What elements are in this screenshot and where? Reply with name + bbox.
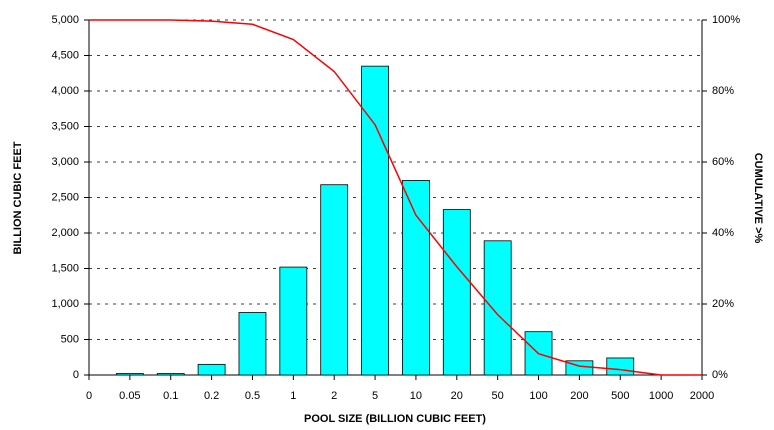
- y-tick-label: 1,000: [51, 298, 79, 310]
- y-tick-label: 2,500: [51, 191, 79, 203]
- bar: [115, 373, 144, 376]
- bar: [197, 363, 226, 376]
- x-tick-label: 2000: [690, 390, 714, 402]
- x-tick-label: 200: [570, 390, 588, 402]
- y2-tick-label: 40%: [712, 227, 734, 239]
- x-tick-label: 10: [410, 390, 422, 402]
- x-tick-label: 100: [529, 390, 547, 402]
- bar: [483, 240, 512, 376]
- bar: [238, 312, 267, 376]
- x-tick-label: 0.2: [204, 390, 219, 402]
- y-tick-label: 2,000: [51, 227, 79, 239]
- y-axis-title: BILLION CUBIC FEET: [12, 141, 24, 254]
- y2-tick-label: 20%: [712, 298, 734, 310]
- y2-tick-label: 80%: [712, 85, 734, 97]
- bar: [320, 184, 349, 376]
- y-tick-label: 0: [73, 369, 79, 381]
- bar: [442, 209, 471, 376]
- y-tick-label: 500: [61, 333, 79, 345]
- x-tick-label: 0.5: [245, 390, 260, 402]
- y-tick-label: 3,500: [51, 120, 79, 132]
- y2-tick-label: 100%: [712, 14, 740, 26]
- y2-tick-label: 0%: [712, 369, 728, 381]
- y-tick-label: 1,500: [51, 262, 79, 274]
- y-tick-label: 3,000: [51, 156, 79, 168]
- x-tick-label: 500: [611, 390, 629, 402]
- bar: [156, 373, 185, 376]
- y2-axis-title: CUMULATIVE >%: [752, 153, 764, 244]
- y-tick-label: 5,000: [51, 14, 79, 26]
- y-tick-label: 4,000: [51, 85, 79, 97]
- x-tick-label: 5: [372, 390, 378, 402]
- x-tick-label: 0.05: [119, 390, 140, 402]
- x-tick-label: 0: [86, 390, 92, 402]
- x-tick-label: 20: [451, 390, 463, 402]
- y-tick-label: 4,500: [51, 49, 79, 61]
- bar: [279, 266, 308, 376]
- y2-tick-label: 60%: [712, 156, 734, 168]
- bar: [402, 180, 430, 376]
- cumulative-line: [89, 19, 702, 376]
- x-tick-label: 2: [331, 390, 337, 402]
- x-tick-label: 1: [290, 390, 296, 402]
- x-tick-label: 1000: [649, 390, 673, 402]
- x-tick-label: 0.1: [163, 390, 178, 402]
- x-axis-title: POOL SIZE (BILLION CUBIC FEET): [304, 413, 486, 425]
- x-tick-label: 50: [492, 390, 504, 402]
- bar: [361, 65, 389, 376]
- bar: [606, 357, 635, 376]
